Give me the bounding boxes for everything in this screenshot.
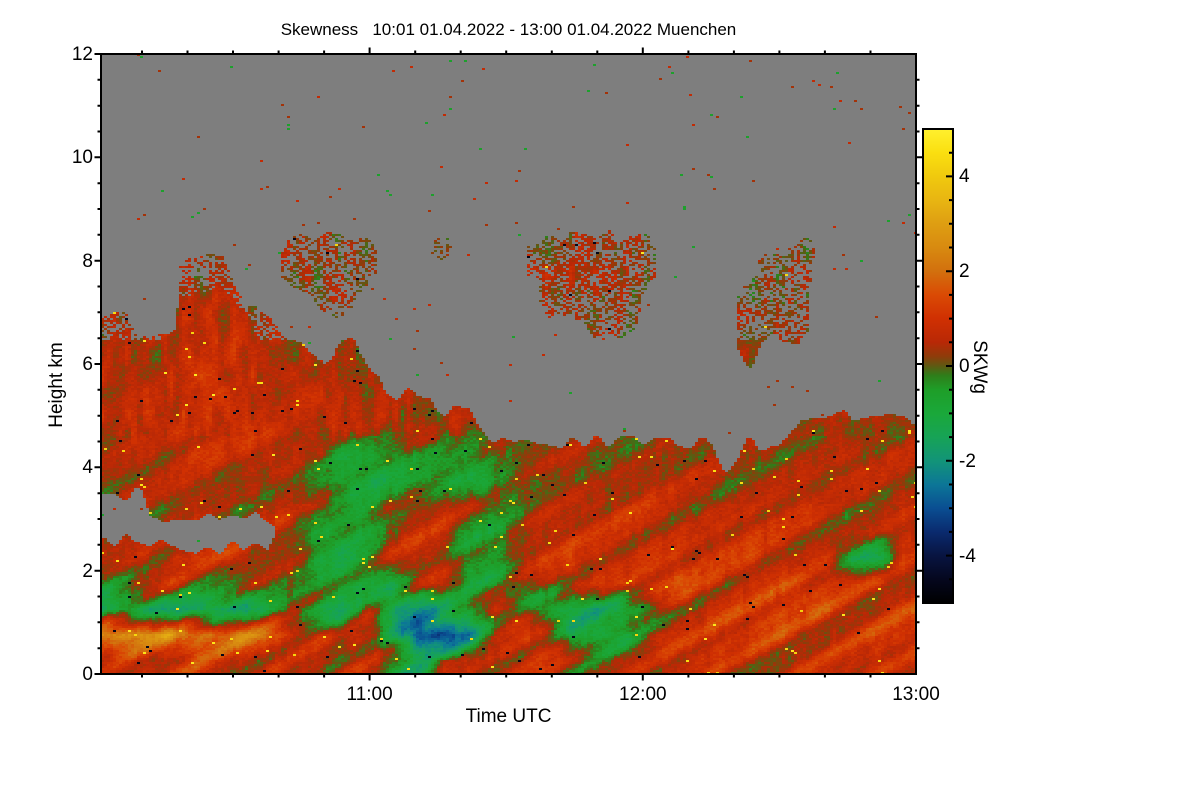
y-tick-label: 8	[82, 250, 93, 272]
y-tick-label: 4	[82, 457, 93, 479]
x-tick-label: 11:00	[346, 684, 393, 705]
colorbar-tick-label: -2	[959, 450, 976, 472]
y-tick-label: 0	[82, 664, 93, 685]
y-tick-label: 6	[82, 354, 93, 375]
y-tick-label: 10	[71, 147, 93, 169]
heatmap-canvas	[101, 54, 916, 674]
chart-title: Skewness 10:01 01.04.2022 - 13:00 01.04.…	[280, 20, 737, 39]
colorbar-tick-label: -4	[959, 545, 976, 567]
colorbar-title: SKWg	[969, 340, 990, 394]
x-tick-label: 13:00	[892, 684, 940, 705]
colorbar-tick-label: 0	[959, 356, 970, 377]
y-tick-label: 2	[82, 560, 93, 582]
axis-ticks	[94, 47, 954, 681]
x-axis-title: Time UTC	[465, 706, 552, 727]
colorbar-tick-label: 4	[959, 166, 970, 188]
x-tick-label: 12:00	[619, 684, 667, 705]
y-axis-title: Height km	[46, 342, 67, 428]
colorbar-tick-label: 2	[959, 261, 970, 283]
y-tick-label: 12	[71, 44, 93, 65]
